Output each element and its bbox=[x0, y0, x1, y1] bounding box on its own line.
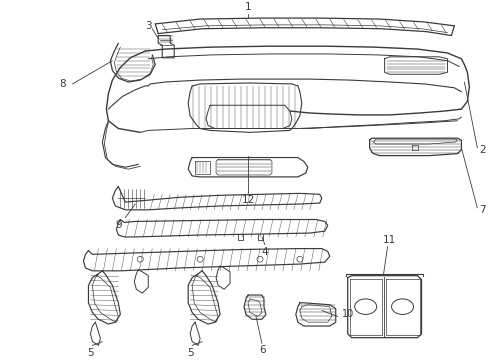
Text: 5: 5 bbox=[87, 348, 94, 358]
Text: 4: 4 bbox=[262, 247, 268, 257]
Text: 1: 1 bbox=[245, 2, 251, 12]
Text: 6: 6 bbox=[260, 345, 266, 355]
Text: 12: 12 bbox=[242, 195, 255, 205]
Text: 8: 8 bbox=[59, 79, 66, 89]
Text: 7: 7 bbox=[479, 205, 486, 215]
Text: 10: 10 bbox=[342, 309, 354, 319]
Text: 3: 3 bbox=[145, 21, 151, 31]
Text: 2: 2 bbox=[479, 145, 486, 155]
Text: 11: 11 bbox=[383, 235, 396, 245]
Text: 9: 9 bbox=[115, 220, 122, 230]
Text: 5: 5 bbox=[187, 348, 194, 358]
